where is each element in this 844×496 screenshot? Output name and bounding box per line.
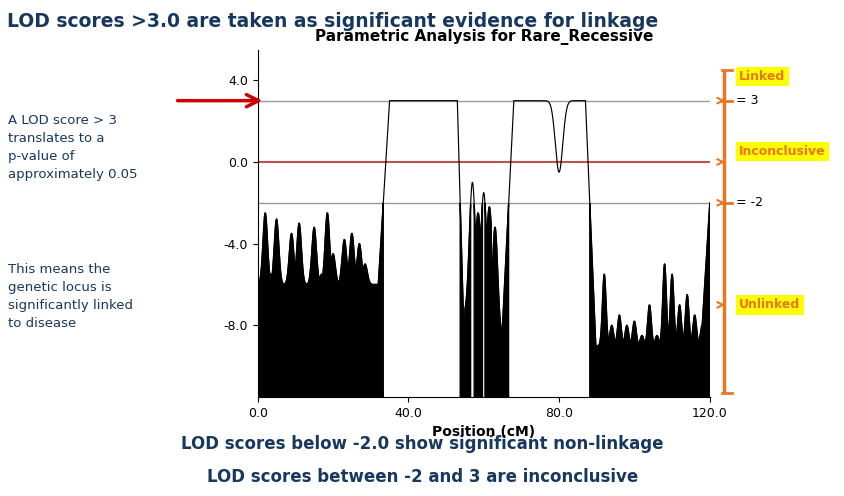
Text: = -2: = -2: [735, 196, 762, 209]
Text: Inconclusive: Inconclusive: [738, 145, 825, 158]
Text: = 3: = 3: [735, 94, 758, 107]
Title: Parametric Analysis for Rare_Recessive: Parametric Analysis for Rare_Recessive: [314, 29, 652, 45]
Text: LOD scores >3.0 are taken as significant evidence for linkage: LOD scores >3.0 are taken as significant…: [7, 12, 657, 31]
Text: A LOD score > 3
translates to a
p-value of
approximately 0.05: A LOD score > 3 translates to a p-value …: [8, 114, 138, 181]
Text: This means the
genetic locus is
significantly linked
to disease: This means the genetic locus is signific…: [8, 263, 133, 330]
Text: Linked: Linked: [738, 69, 785, 83]
Text: LOD scores between -2 and 3 are inconclusive: LOD scores between -2 and 3 are inconclu…: [207, 468, 637, 486]
Text: Unlinked: Unlinked: [738, 299, 799, 311]
X-axis label: Position (cM): Position (cM): [431, 425, 535, 439]
Text: LOD scores below -2.0 show significant non-linkage: LOD scores below -2.0 show significant n…: [181, 434, 663, 453]
